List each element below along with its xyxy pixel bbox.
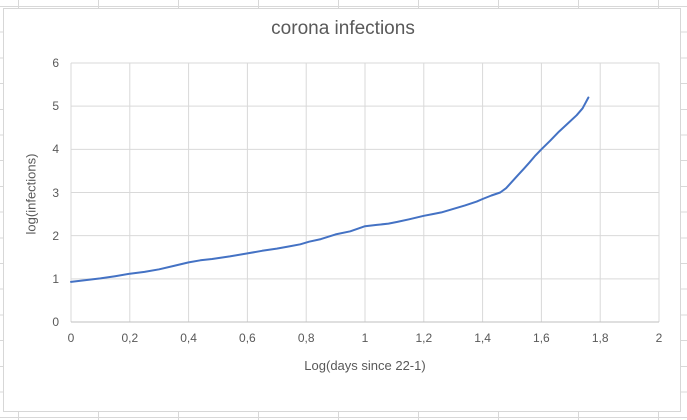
x-tick-label[interactable]: 1,2 bbox=[415, 331, 433, 345]
x-tick-label[interactable]: 1,6 bbox=[533, 331, 550, 345]
y-tick-label[interactable]: 6 bbox=[52, 56, 59, 70]
x-tick-label[interactable]: 0,8 bbox=[297, 331, 315, 345]
x-tick-label[interactable]: 0 bbox=[67, 331, 75, 345]
y-tick-label[interactable]: 4 bbox=[52, 142, 59, 157]
chart-frame[interactable] bbox=[3, 8, 681, 412]
chart-title[interactable]: corona infections bbox=[271, 18, 415, 39]
x-tick-label[interactable]: 1,4 bbox=[474, 331, 491, 345]
x-tick-label[interactable]: 1 bbox=[361, 331, 369, 345]
x-tick-label[interactable]: 0,4 bbox=[180, 331, 197, 345]
y-tick-label[interactable]: 0 bbox=[52, 315, 59, 329]
x-tick-label[interactable]: 1,8 bbox=[591, 331, 609, 345]
x-tick-label[interactable]: 0,2 bbox=[121, 331, 139, 345]
y-tick-label[interactable]: 3 bbox=[52, 185, 59, 200]
y-tick-label[interactable]: 1 bbox=[52, 271, 59, 286]
x-axis-title[interactable]: Log(days since 22-1) bbox=[304, 358, 426, 373]
y-tick-label[interactable]: 5 bbox=[52, 99, 59, 114]
x-tick-label[interactable]: 0,6 bbox=[239, 331, 256, 345]
y-tick-label[interactable]: 2 bbox=[52, 228, 59, 243]
x-tick-label[interactable]: 2 bbox=[655, 331, 663, 345]
series-line[interactable] bbox=[70, 96, 590, 283]
